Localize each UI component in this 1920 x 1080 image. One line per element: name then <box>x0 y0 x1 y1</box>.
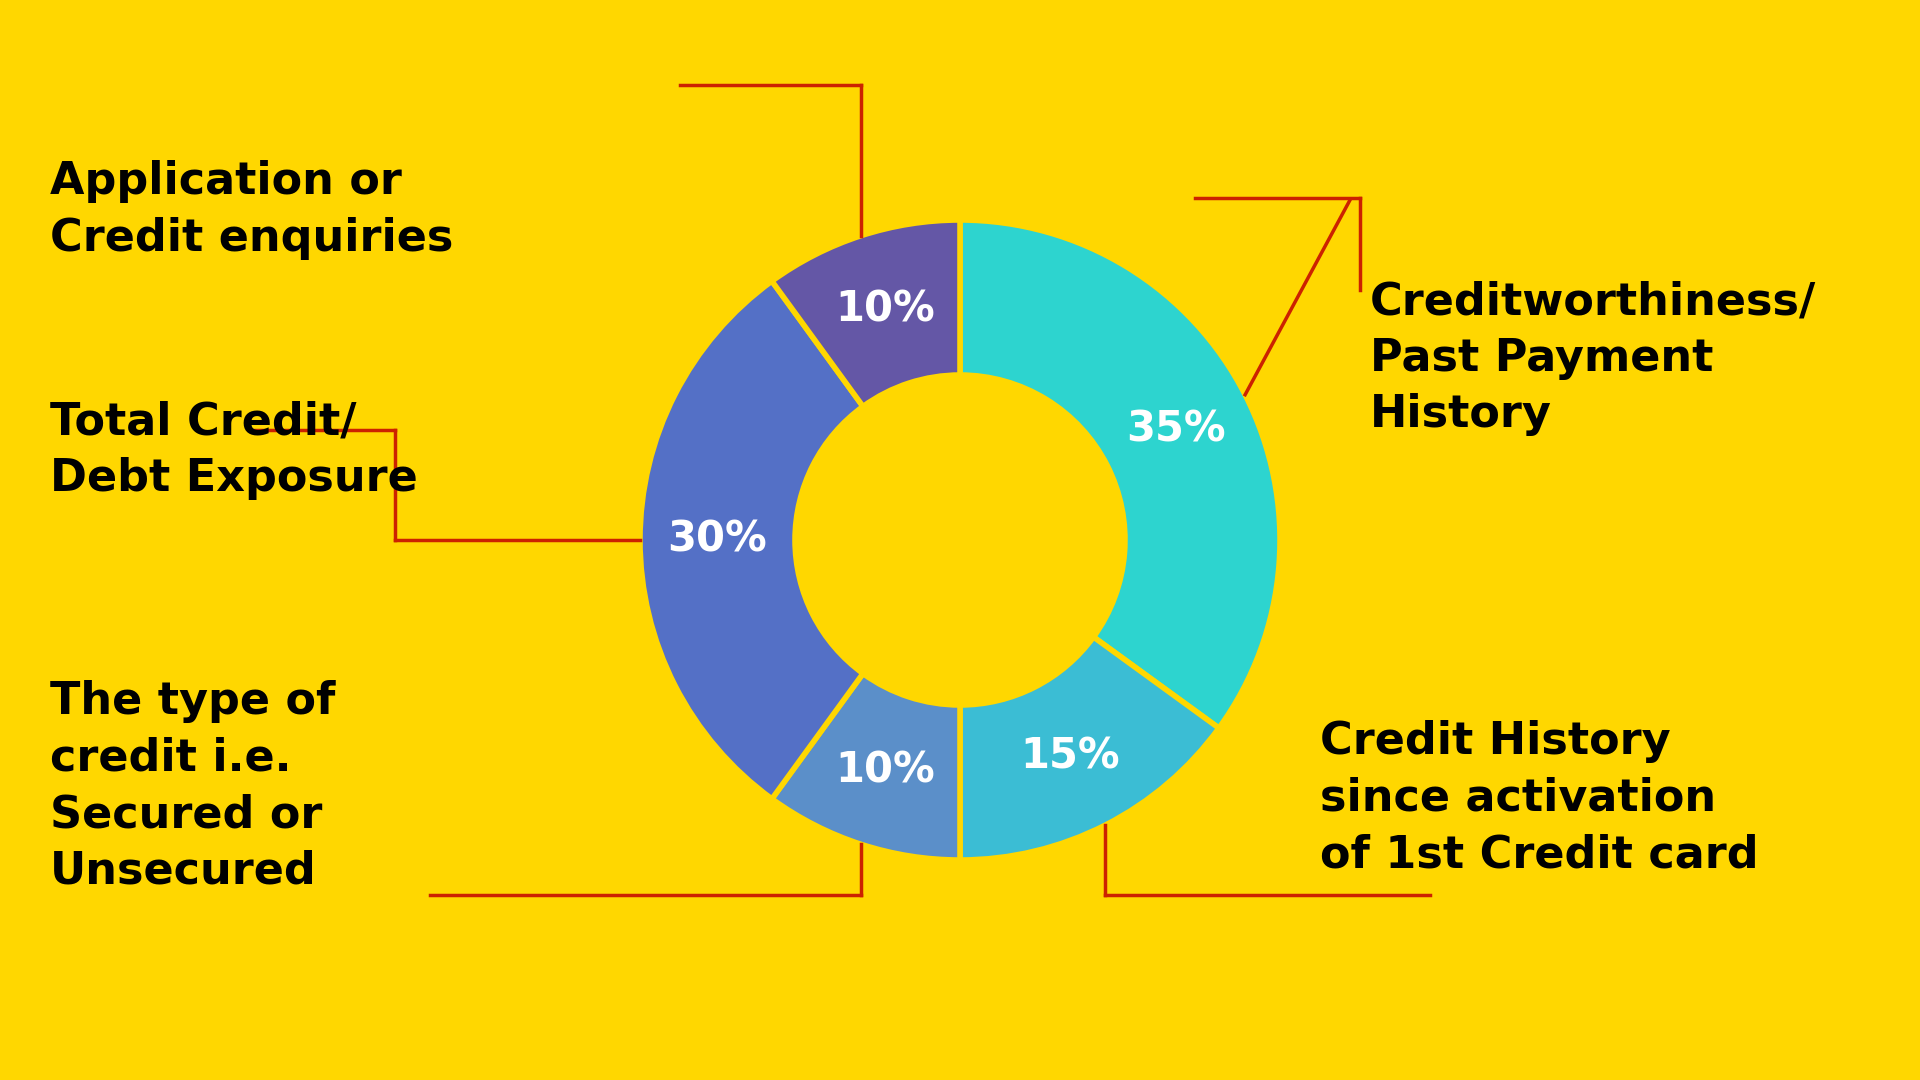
Wedge shape <box>639 281 862 799</box>
Text: 10%: 10% <box>835 750 935 792</box>
Text: 30%: 30% <box>668 519 768 561</box>
Text: 35%: 35% <box>1127 409 1225 451</box>
Wedge shape <box>960 637 1219 860</box>
Text: Creditworthiness/
Past Payment
History: Creditworthiness/ Past Payment History <box>1371 280 1816 436</box>
Wedge shape <box>960 220 1281 728</box>
Text: Total Credit/
Debt Exposure: Total Credit/ Debt Exposure <box>50 400 419 500</box>
Text: The type of
credit i.e.
Secured or
Unsecured: The type of credit i.e. Secured or Unsec… <box>50 680 336 893</box>
Text: Application or
Credit enquiries: Application or Credit enquiries <box>50 160 453 259</box>
Wedge shape <box>772 220 960 406</box>
Text: 10%: 10% <box>835 288 935 330</box>
Text: Credit History
since activation
of 1st Credit card: Credit History since activation of 1st C… <box>1321 720 1759 876</box>
Wedge shape <box>772 674 960 860</box>
Text: 15%: 15% <box>1020 735 1119 778</box>
